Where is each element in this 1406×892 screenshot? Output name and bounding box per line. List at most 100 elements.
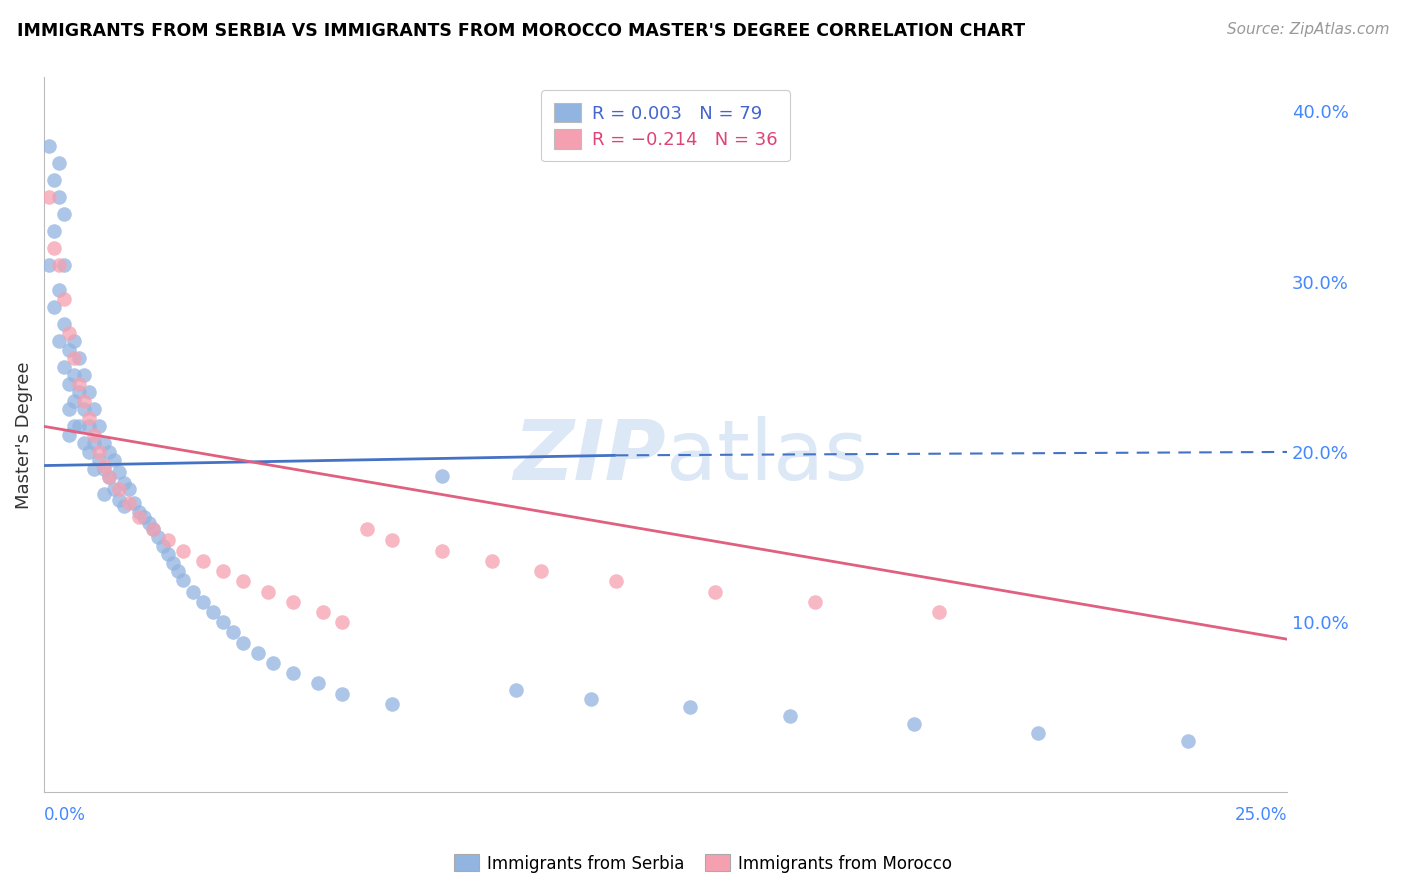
- Point: [112, 475, 135, 490]
- Point: [212, 615, 235, 629]
- Point: [53, 258, 76, 272]
- Point: [63, 334, 86, 349]
- Point: [67, 351, 90, 366]
- Point: [605, 574, 627, 589]
- Point: [142, 522, 165, 536]
- Point: [97, 445, 120, 459]
- Point: [152, 539, 174, 553]
- Point: [103, 483, 125, 497]
- Point: [38, 189, 60, 203]
- Point: [73, 402, 96, 417]
- Point: [107, 483, 129, 497]
- Point: [67, 385, 90, 400]
- Point: [67, 419, 90, 434]
- Text: atlas: atlas: [665, 416, 868, 497]
- Text: 0.0%: 0.0%: [44, 806, 86, 824]
- Point: [481, 554, 503, 568]
- Point: [579, 691, 602, 706]
- Point: [157, 547, 180, 561]
- Point: [77, 445, 100, 459]
- Point: [257, 584, 280, 599]
- Text: IMMIGRANTS FROM SERBIA VS IMMIGRANTS FROM MOROCCO MASTER'S DEGREE CORRELATION CH: IMMIGRANTS FROM SERBIA VS IMMIGRANTS FRO…: [17, 22, 1025, 40]
- Point: [167, 564, 190, 578]
- Point: [53, 359, 76, 374]
- Point: [162, 556, 184, 570]
- Point: [83, 402, 105, 417]
- Point: [307, 676, 329, 690]
- Point: [77, 385, 100, 400]
- Point: [58, 428, 80, 442]
- Point: [53, 206, 76, 220]
- Point: [222, 625, 245, 640]
- Point: [117, 483, 139, 497]
- Point: [117, 496, 139, 510]
- Point: [107, 492, 129, 507]
- Point: [142, 522, 165, 536]
- Point: [356, 522, 378, 536]
- Point: [42, 224, 65, 238]
- Point: [58, 376, 80, 391]
- Point: [232, 635, 254, 649]
- Point: [332, 687, 354, 701]
- Point: [112, 500, 135, 514]
- Point: [430, 543, 453, 558]
- Text: 25.0%: 25.0%: [1234, 806, 1286, 824]
- Point: [48, 283, 70, 297]
- Point: [281, 595, 304, 609]
- Point: [311, 605, 333, 619]
- Point: [63, 368, 86, 383]
- Point: [232, 574, 254, 589]
- Point: [1028, 726, 1050, 740]
- Point: [430, 468, 453, 483]
- Legend: Immigrants from Serbia, Immigrants from Morocco: Immigrants from Serbia, Immigrants from …: [447, 847, 959, 880]
- Point: [77, 410, 100, 425]
- Point: [97, 470, 120, 484]
- Point: [281, 666, 304, 681]
- Point: [704, 584, 727, 599]
- Point: [193, 554, 215, 568]
- Point: [505, 683, 527, 698]
- Point: [132, 509, 155, 524]
- Point: [93, 487, 115, 501]
- Point: [148, 530, 170, 544]
- Point: [38, 138, 60, 153]
- Point: [93, 462, 115, 476]
- Point: [779, 708, 801, 723]
- Point: [193, 595, 215, 609]
- Point: [73, 436, 96, 450]
- Point: [128, 504, 150, 518]
- Point: [122, 496, 145, 510]
- Point: [157, 533, 180, 548]
- Point: [246, 646, 269, 660]
- Point: [58, 326, 80, 340]
- Point: [67, 376, 90, 391]
- Point: [212, 564, 235, 578]
- Text: ZIP: ZIP: [513, 416, 665, 497]
- Point: [332, 615, 354, 629]
- Point: [1375, 743, 1398, 757]
- Point: [87, 419, 110, 434]
- Point: [63, 351, 86, 366]
- Point: [381, 697, 404, 711]
- Point: [83, 462, 105, 476]
- Point: [530, 564, 553, 578]
- Point: [83, 436, 105, 450]
- Point: [928, 605, 950, 619]
- Point: [48, 155, 70, 169]
- Point: [83, 428, 105, 442]
- Point: [58, 343, 80, 357]
- Point: [93, 436, 115, 450]
- Point: [42, 172, 65, 186]
- Y-axis label: Master's Degree: Master's Degree: [15, 361, 32, 508]
- Point: [103, 453, 125, 467]
- Point: [53, 318, 76, 332]
- Point: [679, 700, 702, 714]
- Point: [42, 241, 65, 255]
- Text: Source: ZipAtlas.com: Source: ZipAtlas.com: [1226, 22, 1389, 37]
- Point: [903, 717, 925, 731]
- Point: [42, 300, 65, 314]
- Point: [93, 458, 115, 473]
- Point: [48, 258, 70, 272]
- Point: [58, 402, 80, 417]
- Point: [48, 334, 70, 349]
